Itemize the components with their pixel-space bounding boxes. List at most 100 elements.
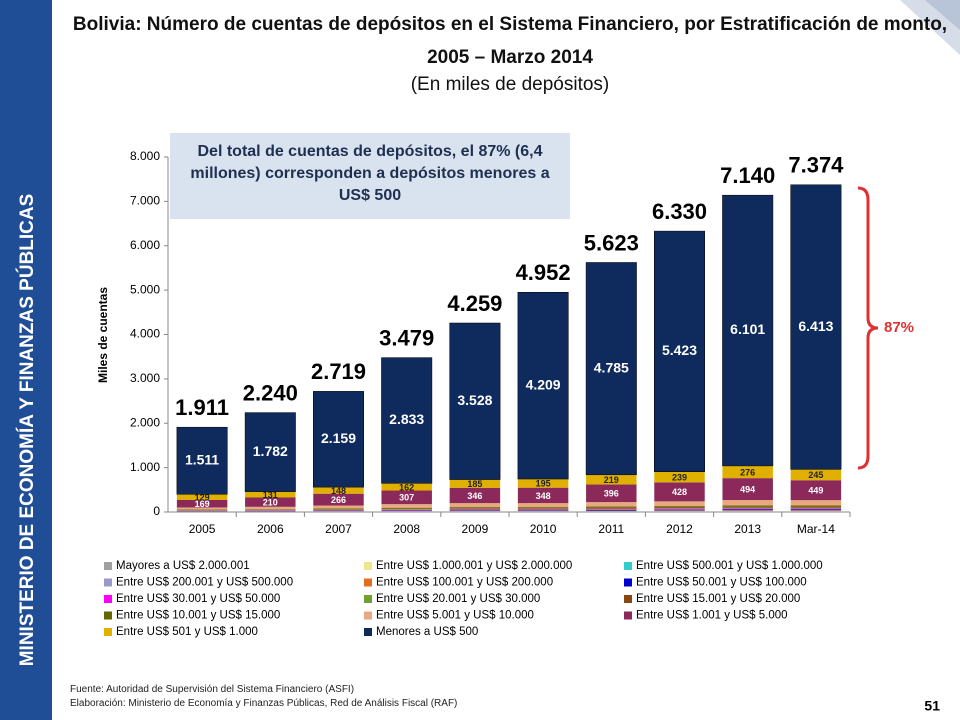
- value-label: 6.413: [798, 318, 833, 334]
- source: Fuente: Autoridad de Supervisión del Sis…: [70, 684, 355, 695]
- bar-segment: [586, 508, 637, 510]
- y-tick-label: 6.000: [130, 238, 160, 252]
- bar-segment: [381, 509, 432, 510]
- value-label: 195: [536, 479, 551, 489]
- bar-segment: [449, 487, 501, 504]
- value-label: 162: [399, 482, 414, 492]
- x-tick-label: 2007: [325, 522, 352, 536]
- bar-segment: [790, 508, 842, 510]
- bar-segment: [790, 510, 842, 511]
- y-tick-label: 2.000: [130, 415, 160, 429]
- page-number: 51: [924, 698, 940, 714]
- value-label: 4.209: [526, 376, 561, 392]
- bar-segment: [449, 509, 501, 511]
- value-label: 148: [331, 486, 346, 496]
- total-label: 7.140: [720, 163, 775, 188]
- value-label: 2.833: [389, 411, 424, 427]
- value-label: 494: [740, 484, 755, 494]
- value-label: 2.159: [321, 430, 356, 446]
- bar-segment: [722, 507, 773, 509]
- bar-segment: [449, 479, 501, 488]
- legend-label: Entre US$ 20.001 y US$ 30.000: [376, 593, 540, 605]
- bar-segment: [313, 487, 364, 494]
- legend-label: Entre US$ 1.000.001 y US$ 2.000.000: [376, 560, 572, 572]
- value-label: 169: [195, 499, 210, 509]
- bar-segment: [722, 465, 773, 479]
- value-label: 428: [672, 487, 687, 497]
- bar-segment: [722, 509, 773, 511]
- legend-swatch: [104, 595, 112, 603]
- bar-segment: [449, 507, 501, 509]
- total-label: 4.952: [516, 260, 571, 285]
- total-label: 1.911: [175, 395, 229, 420]
- bar-segment: [517, 503, 569, 508]
- bar-segment: [586, 509, 637, 510]
- legend-swatch: [364, 611, 372, 620]
- bar-segment: [245, 506, 296, 510]
- value-label: 346: [467, 491, 482, 501]
- bar-segment: [790, 480, 842, 501]
- bar-segment: [449, 503, 501, 508]
- bar-segment: [722, 508, 773, 510]
- legend-label: Entre US$ 15.001 y US$ 20.000: [636, 593, 800, 605]
- total-label: 6.330: [652, 199, 707, 224]
- bar-segment: [585, 262, 637, 476]
- bar-segment: [654, 508, 705, 509]
- legend-label: Mayores a US$ 2.000.001: [116, 560, 250, 572]
- bar-segment: [790, 184, 842, 470]
- legend-swatch: [104, 578, 112, 587]
- bar-segment: [176, 494, 228, 500]
- bar-segment: [381, 508, 432, 510]
- value-label: 449: [808, 486, 823, 496]
- bar-segment: [654, 230, 705, 473]
- bar-segment: [722, 194, 774, 467]
- legend-swatch: [104, 562, 112, 570]
- bar-segment: [517, 507, 569, 509]
- bar-segment: [654, 508, 705, 510]
- value-label: 6.101: [730, 321, 765, 337]
- legend-swatch: [624, 611, 632, 620]
- bar-segment: [586, 507, 637, 509]
- legend-swatch: [364, 595, 372, 603]
- brace-label: 87%: [884, 319, 914, 336]
- bar-segment: [381, 483, 432, 491]
- legend-label: Entre US$ 50.001 y US$ 100.000: [636, 577, 807, 589]
- brace: [857, 186, 879, 470]
- bar-segment: [449, 508, 501, 510]
- x-tick-label: 2010: [530, 522, 557, 536]
- bar-segment: [654, 510, 705, 511]
- bar-segment: [517, 510, 569, 511]
- y-tick-label: 0: [153, 504, 160, 518]
- bar-segment: [449, 508, 501, 509]
- legend-label: Entre US$ 501 y US$ 1.000: [116, 626, 258, 638]
- bar-segment: [176, 507, 228, 510]
- corner-deco: [925, 0, 960, 30]
- legend-swatch: [104, 628, 112, 636]
- bar-segment: [722, 478, 773, 501]
- total-label: 4.259: [447, 291, 502, 316]
- bar-segment: [449, 322, 501, 480]
- value-label: 4.785: [594, 359, 629, 375]
- x-tick-label: 2012: [666, 522, 693, 536]
- chart-subtitle: (En miles de depósitos): [410, 74, 610, 95]
- bar-segment: [313, 493, 364, 506]
- x-tick-label: 2013: [734, 522, 761, 536]
- bar-segment: [313, 508, 364, 510]
- bar-segment: [586, 484, 637, 503]
- value-label: 1.782: [253, 443, 288, 459]
- bar-segment: [790, 509, 842, 511]
- bar-segment: [313, 509, 364, 511]
- legend-swatch: [624, 562, 632, 570]
- bar-segment: [176, 509, 228, 511]
- y-tick-label: 1.000: [130, 460, 160, 474]
- value-label: 185: [467, 479, 482, 489]
- bar-segment: [790, 506, 842, 508]
- bar-segment: [245, 497, 296, 507]
- bar-segment: [517, 292, 569, 480]
- legend-label: Entre US$ 100.001 y US$ 200.000: [376, 577, 553, 589]
- value-label: 210: [263, 498, 278, 508]
- legend-swatch: [624, 595, 632, 603]
- x-tick-label: 2005: [189, 522, 216, 536]
